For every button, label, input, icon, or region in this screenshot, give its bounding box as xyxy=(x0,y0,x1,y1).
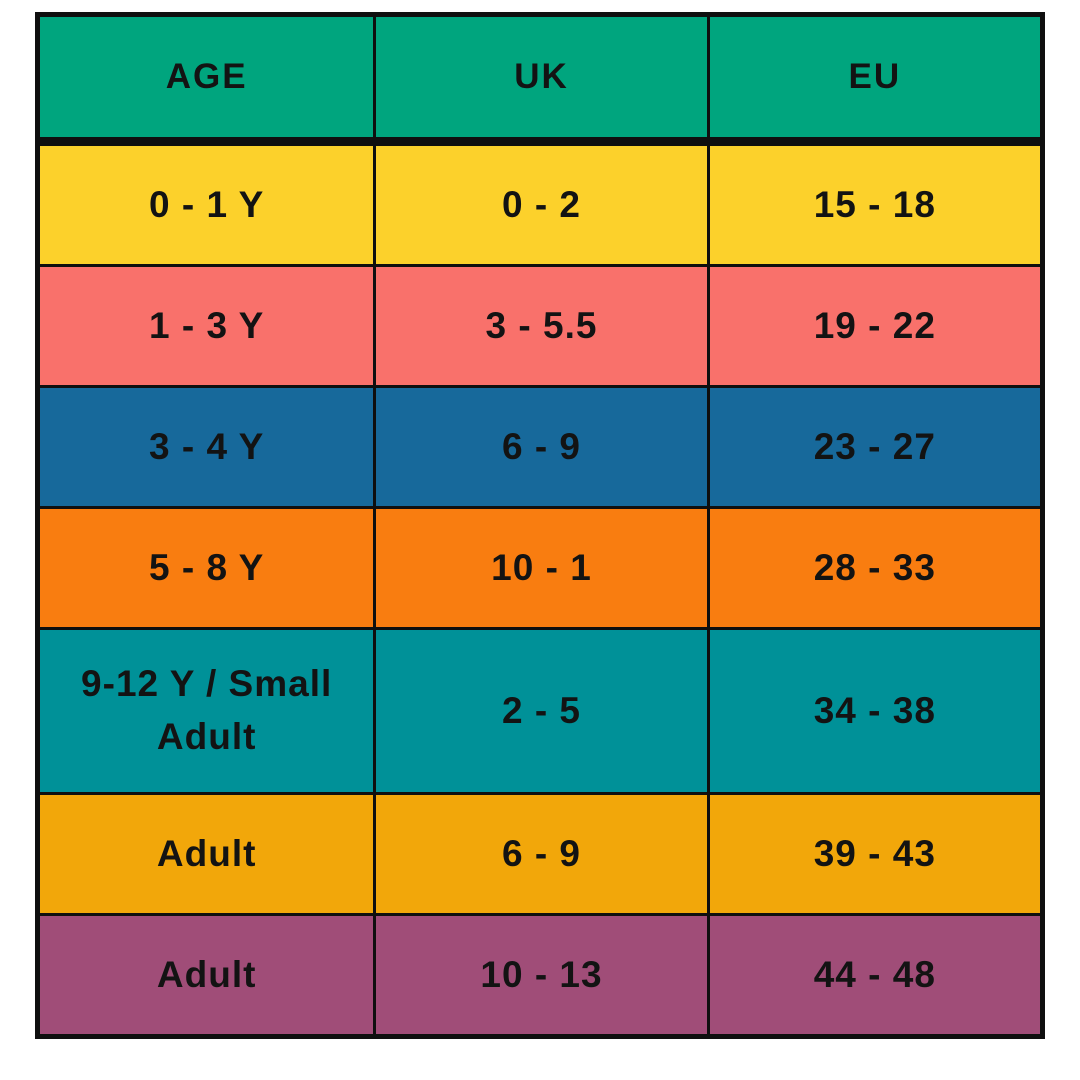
cell-eu: 44 - 48 xyxy=(706,916,1040,1034)
cell-eu: 23 - 27 xyxy=(706,388,1040,506)
table-row: 1 - 3 Y 3 - 5.5 19 - 22 xyxy=(40,264,1040,385)
cell-uk: 2 - 5 xyxy=(373,630,706,792)
table-row: 3 - 4 Y 6 - 9 23 - 27 xyxy=(40,385,1040,506)
cell-age: 5 - 8 Y xyxy=(149,546,265,588)
cell-uk: 6 - 9 xyxy=(373,795,706,913)
cell-age: Adult xyxy=(156,953,257,995)
cell-uk: 10 - 1 xyxy=(373,509,706,627)
cell-uk: 0 - 2 xyxy=(373,146,706,264)
table-row: Adult 10 - 13 44 - 48 xyxy=(40,913,1040,1034)
header-cell-uk: UK xyxy=(373,17,706,137)
table-row: 9-12 Y / Small Adult 2 - 5 34 - 38 xyxy=(40,627,1040,792)
cell-age: 1 - 3 Y xyxy=(149,304,265,346)
cell-eu: 28 - 33 xyxy=(706,509,1040,627)
cell-eu: 39 - 43 xyxy=(706,795,1040,913)
cell-uk: 6 - 9 xyxy=(373,388,706,506)
cell-age: Adult xyxy=(156,832,257,874)
cell-uk: 3 - 5.5 xyxy=(373,267,706,385)
table-row: 0 - 1 Y 0 - 2 15 - 18 xyxy=(40,143,1040,264)
table-header-row: AGE UK EU xyxy=(40,17,1040,143)
cell-uk: 10 - 13 xyxy=(373,916,706,1034)
header-cell-age: AGE xyxy=(165,57,248,97)
cell-eu: 15 - 18 xyxy=(706,146,1040,264)
table-row: 5 - 8 Y 10 - 1 28 - 33 xyxy=(40,506,1040,627)
cell-age: 0 - 1 Y xyxy=(149,183,265,225)
table-row: Adult 6 - 9 39 - 43 xyxy=(40,792,1040,913)
cell-eu: 34 - 38 xyxy=(706,630,1040,792)
size-conversion-table: AGE UK EU 0 - 1 Y 0 - 2 15 - 18 1 - 3 Y … xyxy=(35,12,1045,1039)
cell-age: 9-12 Y / Small Adult xyxy=(81,663,333,757)
cell-eu: 19 - 22 xyxy=(706,267,1040,385)
cell-age: 3 - 4 Y xyxy=(149,425,265,467)
header-cell-eu: EU xyxy=(706,17,1040,137)
